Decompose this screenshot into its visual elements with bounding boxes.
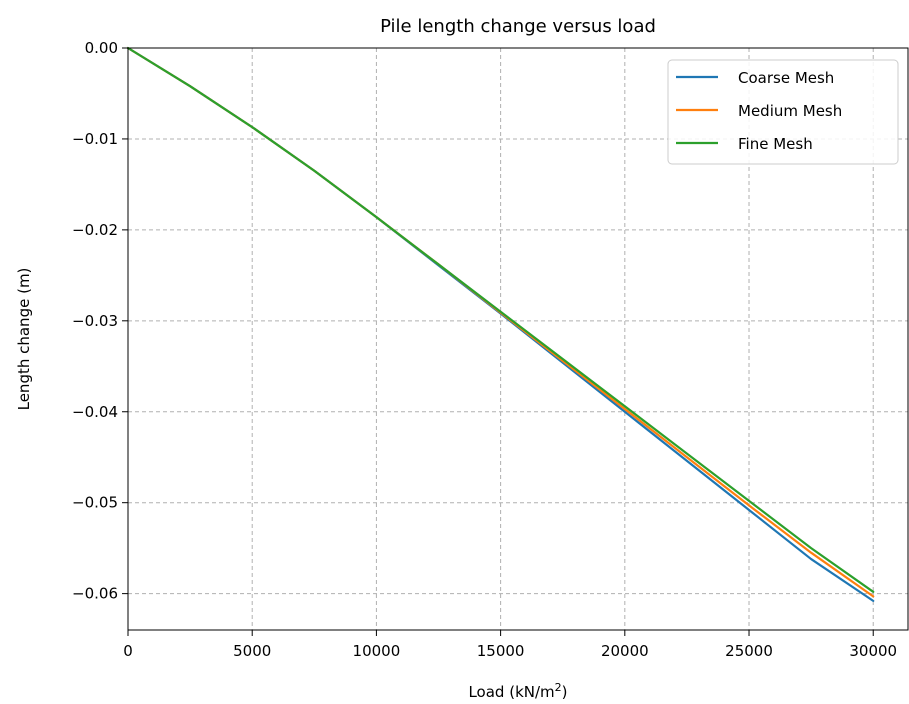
y-tick-label: −0.01	[72, 130, 118, 148]
y-tick-label: −0.02	[72, 221, 118, 239]
y-axis-label: Length change (m)	[15, 268, 33, 411]
y-tick-label: −0.04	[72, 403, 118, 421]
y-tick-label: −0.05	[72, 494, 118, 512]
x-axis-label-superscript: 2	[555, 681, 562, 694]
axis-ticks: 0 5000 10000 15000 20000 25000 30000 0.00 −0.01 −…	[72, 39, 897, 660]
y-tick-label: 0.00	[85, 39, 118, 57]
legend-label: Medium Mesh	[738, 102, 842, 120]
series-lines	[126, 46, 875, 603]
legend-box	[667, 59, 899, 165]
x-tick-label: 10000	[353, 642, 401, 660]
x-axis-label-suffix: )	[562, 683, 568, 701]
y-tick-label: −0.03	[72, 312, 118, 330]
x-axis-label: Load (kN/m2)	[468, 681, 567, 701]
x-tick-label: 30000	[849, 642, 897, 660]
x-tick-label: 15000	[477, 642, 525, 660]
plot-frame	[127, 47, 909, 631]
x-tick-label: 0	[123, 642, 133, 660]
y-tick-label: −0.06	[72, 585, 118, 603]
x-axis-label-main: Load (kN/m	[468, 683, 554, 701]
x-tick-label: 25000	[725, 642, 773, 660]
legend-label: Fine Mesh	[738, 135, 813, 153]
chart-title: Pile length change versus load	[380, 16, 656, 37]
legend: Coarse Mesh Medium Mesh Fine Mesh	[667, 59, 899, 165]
legend-label: Coarse Mesh	[738, 69, 834, 87]
series-line-fine-mesh	[126, 46, 875, 593]
x-tick-label: 20000	[601, 642, 649, 660]
x-tick-label: 5000	[233, 642, 271, 660]
